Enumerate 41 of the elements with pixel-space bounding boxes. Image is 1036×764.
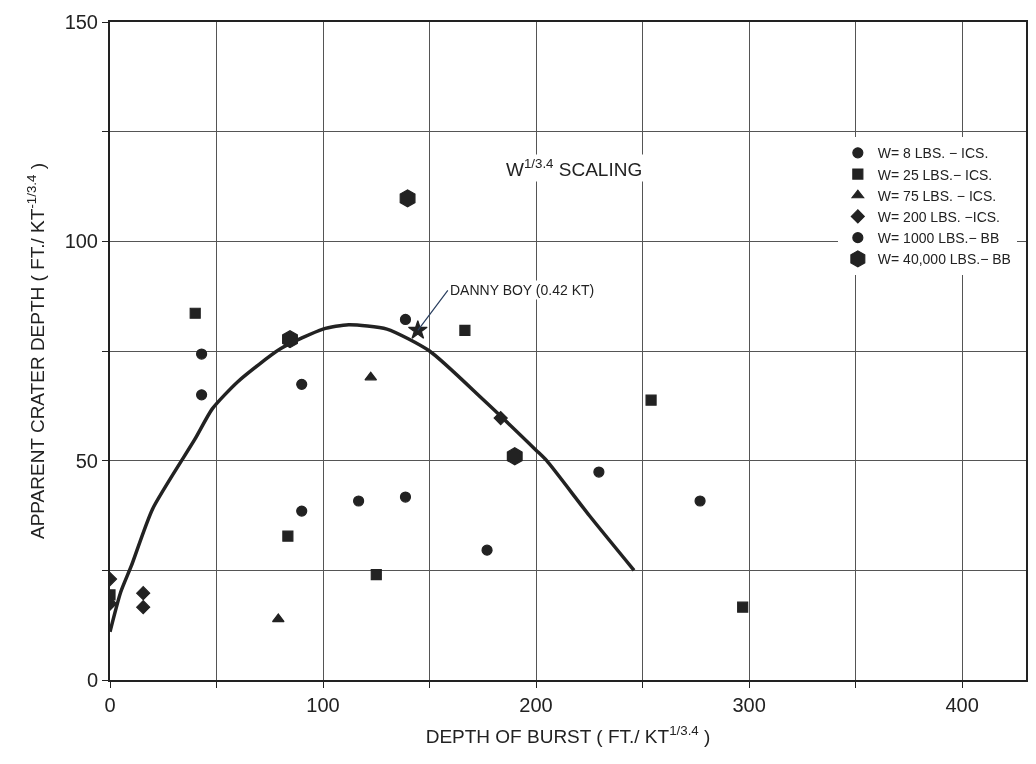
x-tick-label: 400 <box>945 694 979 716</box>
x-tick-label: 300 <box>732 694 766 716</box>
y-tick-label: 0 <box>86 669 98 691</box>
point <box>296 505 308 517</box>
point <box>694 495 706 507</box>
y-tick-label: 150 <box>64 11 98 33</box>
point <box>399 189 416 208</box>
annotation: W$^{1/3.4}$ SCALING <box>506 156 643 180</box>
x-tick-label: 200 <box>519 694 553 716</box>
point <box>459 324 471 336</box>
point <box>737 601 749 613</box>
point <box>593 466 605 478</box>
annotation: DANNY BOY (0.42 KT) <box>450 282 595 298</box>
point <box>136 586 151 601</box>
point <box>364 371 378 381</box>
x-tick-label: 0 <box>104 694 116 716</box>
point <box>506 447 523 466</box>
point <box>196 389 208 401</box>
point <box>407 319 428 339</box>
point <box>370 569 382 581</box>
x-axis-title: DEPTH OF BURST ( FT./ KT$^{1/3.4}$ ) <box>425 723 711 748</box>
point <box>399 491 412 503</box>
point <box>196 348 208 360</box>
point <box>189 307 201 319</box>
legend-label: W= 40,000 LBS.− BB <box>877 251 1011 268</box>
legend-label: W= 75 LBS. − ICS. <box>877 187 997 204</box>
point <box>296 378 308 390</box>
point <box>645 394 657 406</box>
legend-label: W= 200 LBS. −ICS. <box>877 208 1001 225</box>
point <box>353 495 365 507</box>
y-tick-label: 50 <box>75 449 98 472</box>
point <box>399 313 412 326</box>
legend-label: W= 1000 LBS.− BB <box>877 230 1000 247</box>
point <box>271 613 285 623</box>
legend-label: W= 8 LBS. − ICS. <box>877 145 989 162</box>
y-tick-label: 100 <box>64 230 98 253</box>
point <box>136 600 151 615</box>
legend-label: W= 25 LBS.− ICS. <box>877 166 993 183</box>
point <box>282 530 294 542</box>
x-tick-label: 100 <box>306 694 340 716</box>
point <box>481 544 493 556</box>
